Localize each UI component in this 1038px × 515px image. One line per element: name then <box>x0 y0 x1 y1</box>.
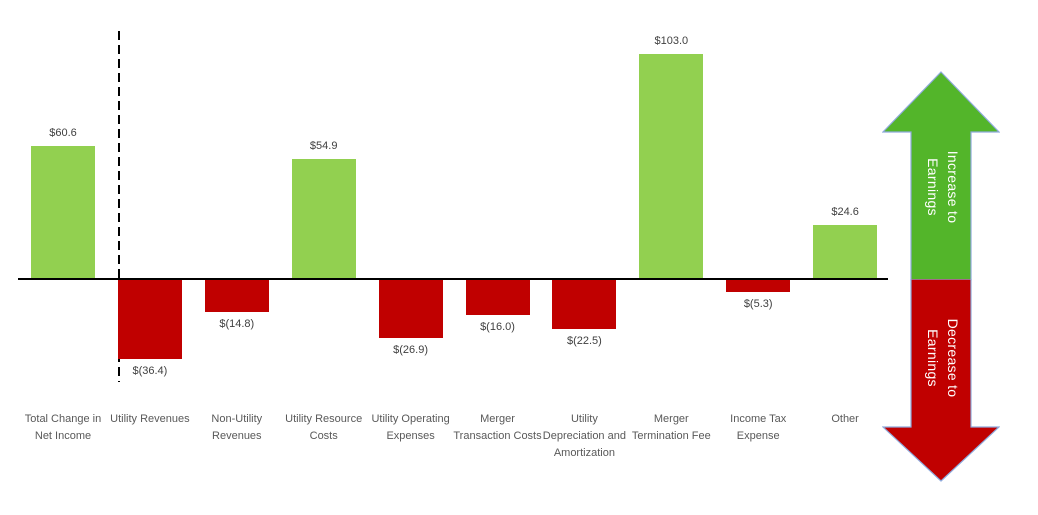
category-label-utility-operating-expenses: Utility Operating Expenses <box>371 413 450 442</box>
bar-merger-transaction-costs <box>465 280 530 315</box>
category-label-merger-transaction-costs: Merger Transaction Costs <box>453 413 542 442</box>
value-label-non-utility-revenues: $(14.8) <box>219 318 255 331</box>
bar-non-utility-revenues <box>204 280 269 313</box>
bar-utility-depreciation-and-amortization <box>552 280 617 329</box>
dashed-separator-line <box>118 31 120 382</box>
increase-arrow-label: Increase to Earnings <box>925 150 961 224</box>
value-label-merger-transaction-costs: $(16.0) <box>480 320 515 333</box>
bar-utility-revenues <box>117 280 182 359</box>
category-label-income-tax-expense: Income Tax Expense <box>730 413 787 442</box>
bar-utility-operating-expenses <box>378 280 443 339</box>
category-label-utility-resource-costs: Utility Resource Costs <box>285 413 363 442</box>
bar-merger-termination-fee <box>639 54 704 278</box>
decrease-arrow-label: Decrease to Earnings <box>925 318 961 398</box>
value-label-total-change-in-net-income: $60.6 <box>49 127 77 140</box>
value-label-utility-revenues: $(36.4) <box>132 364 168 377</box>
decrease-arrow-icon <box>882 279 1000 482</box>
value-label-merger-termination-fee: $103.0 <box>654 35 689 48</box>
category-label-non-utility-revenues: Non-Utility Revenues <box>211 413 263 442</box>
down-arrow-shape <box>882 279 1000 482</box>
category-label-utility-depreciation-and-amortization: Utility Depreciation and Amortization <box>542 413 626 459</box>
value-label-income-tax-expense: $(5.3) <box>743 297 773 310</box>
value-label-other: $24.6 <box>831 205 859 218</box>
category-label-utility-revenues: Utility Revenues <box>110 413 190 425</box>
category-label-total-change-in-net-income: Total Change in Net Income <box>24 413 102 442</box>
bar-other <box>813 224 878 278</box>
category-label-merger-termination-fee: Merger Termination Fee <box>631 413 711 442</box>
value-label-utility-resource-costs: $54.9 <box>309 139 338 152</box>
bar-income-tax-expense <box>726 280 791 292</box>
value-label-utility-depreciation-and-amortization: $(22.5) <box>566 334 602 347</box>
bar-total-change-in-net-income <box>31 146 95 278</box>
category-label-other: Other <box>831 413 859 425</box>
value-label-utility-operating-expenses: $(26.9) <box>393 344 429 357</box>
bar-utility-resource-costs <box>291 158 356 278</box>
x-axis-line <box>18 278 888 280</box>
